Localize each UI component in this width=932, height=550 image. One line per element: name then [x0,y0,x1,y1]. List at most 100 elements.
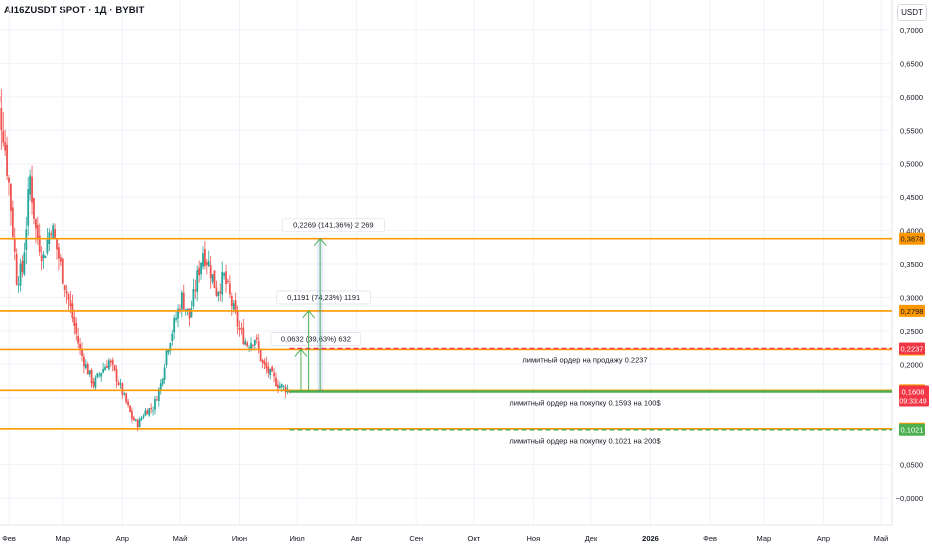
candle-body [155,399,158,401]
candle [94,375,97,391]
candle-body [58,247,60,259]
candle [259,348,262,362]
candle [159,379,162,395]
candle-body [232,303,235,310]
candle [125,392,128,405]
level-price-label: 0,3878 [901,235,924,244]
candle [150,403,153,414]
price-axis[interactable]: 0,7000 0,6500 0,6000 0,5500 0,5000 0,4500 0,40… [896,26,929,503]
candle [31,165,33,215]
candle [134,418,137,422]
candle [169,342,172,355]
current-price-tag [899,385,929,407]
price-measurements[interactable]: 0,0632 (39,63%) 632 0,1191 (74,23%) 1191 0… [270,218,385,392]
candle-body [59,257,62,262]
candle [19,258,22,292]
candle [223,271,226,280]
candle [236,305,239,335]
candle [92,377,95,389]
candle [63,284,66,298]
candle-body [173,318,176,333]
order-price-label: 0,1021 [901,426,924,435]
candle [86,361,89,375]
candle [171,329,174,346]
candles [0,88,291,432]
candle [58,242,60,271]
candle-body [246,342,249,347]
candle-body [284,386,287,393]
candle-body [157,388,160,401]
y-tick-label: 0,7000 [900,26,923,35]
candle [186,308,189,316]
candle [61,257,64,285]
x-tick-label: 2026 [642,534,659,543]
candle-body [182,292,185,310]
measure-label-text: 0,0632 (39,63%) 632 [281,334,351,343]
candle [36,216,39,245]
candle-body [19,263,22,286]
candle-body [134,419,137,421]
candle-body [234,300,237,313]
currency-button[interactable]: USDT [897,4,927,21]
y-tick-label: 0,5500 [900,126,923,135]
x-tick-label: Апр [817,534,830,543]
candle-body [209,265,212,279]
x-tick-label: Мар [55,534,70,543]
candle-body [117,382,120,385]
candle [286,384,289,395]
candle-body [123,393,126,395]
candle [265,356,268,374]
candle-body [227,281,229,283]
candle-body [40,255,43,262]
candle [205,258,208,275]
candle [98,371,101,378]
candle [8,175,10,196]
time-axis[interactable]: Фев Мар Апр Май Июн Июл Авг Сен Окт Ноя Дек 2026 Фев… [2,534,888,543]
candle-body [140,418,143,420]
candle [6,136,8,180]
candle [106,359,108,369]
candle-body [221,271,224,295]
candle [246,340,249,348]
x-tick-label: Фев [703,534,717,543]
candle-body [33,197,35,219]
candle-body [115,369,118,382]
x-tick-label: Авг [351,534,363,543]
y-tick-label: −0,0000 [896,494,923,503]
candle [81,342,83,362]
candle-body [77,335,80,344]
candle-body [171,333,174,342]
candle-body [144,410,147,416]
candle [77,327,80,349]
candle-body [136,419,139,428]
candle [69,291,72,314]
horizontal-levels[interactable]: лимитный ордер на продажу 0.2237 лимитный… [0,237,892,446]
candle-body [73,316,76,326]
measure-arrow-head [313,237,327,247]
candle-body [2,130,5,143]
candle-body [244,341,247,345]
candle-body [278,385,281,389]
candle [163,363,166,384]
candle [13,227,16,261]
candle-body [228,283,231,295]
candle-body [6,144,8,176]
candle [4,129,7,156]
candle-body [202,253,204,267]
candle [146,408,149,415]
candle-body [198,267,201,276]
candle-body [161,378,164,385]
candle [117,380,120,386]
candle-body [44,256,47,258]
candle [204,240,206,270]
candle-body [165,350,168,366]
candle-body [63,285,66,291]
candle [240,322,243,335]
candle [84,359,87,370]
candle-body [29,175,32,195]
candle [177,304,179,328]
candle-body [177,308,179,319]
candle-body [46,239,49,254]
candle [152,406,154,416]
